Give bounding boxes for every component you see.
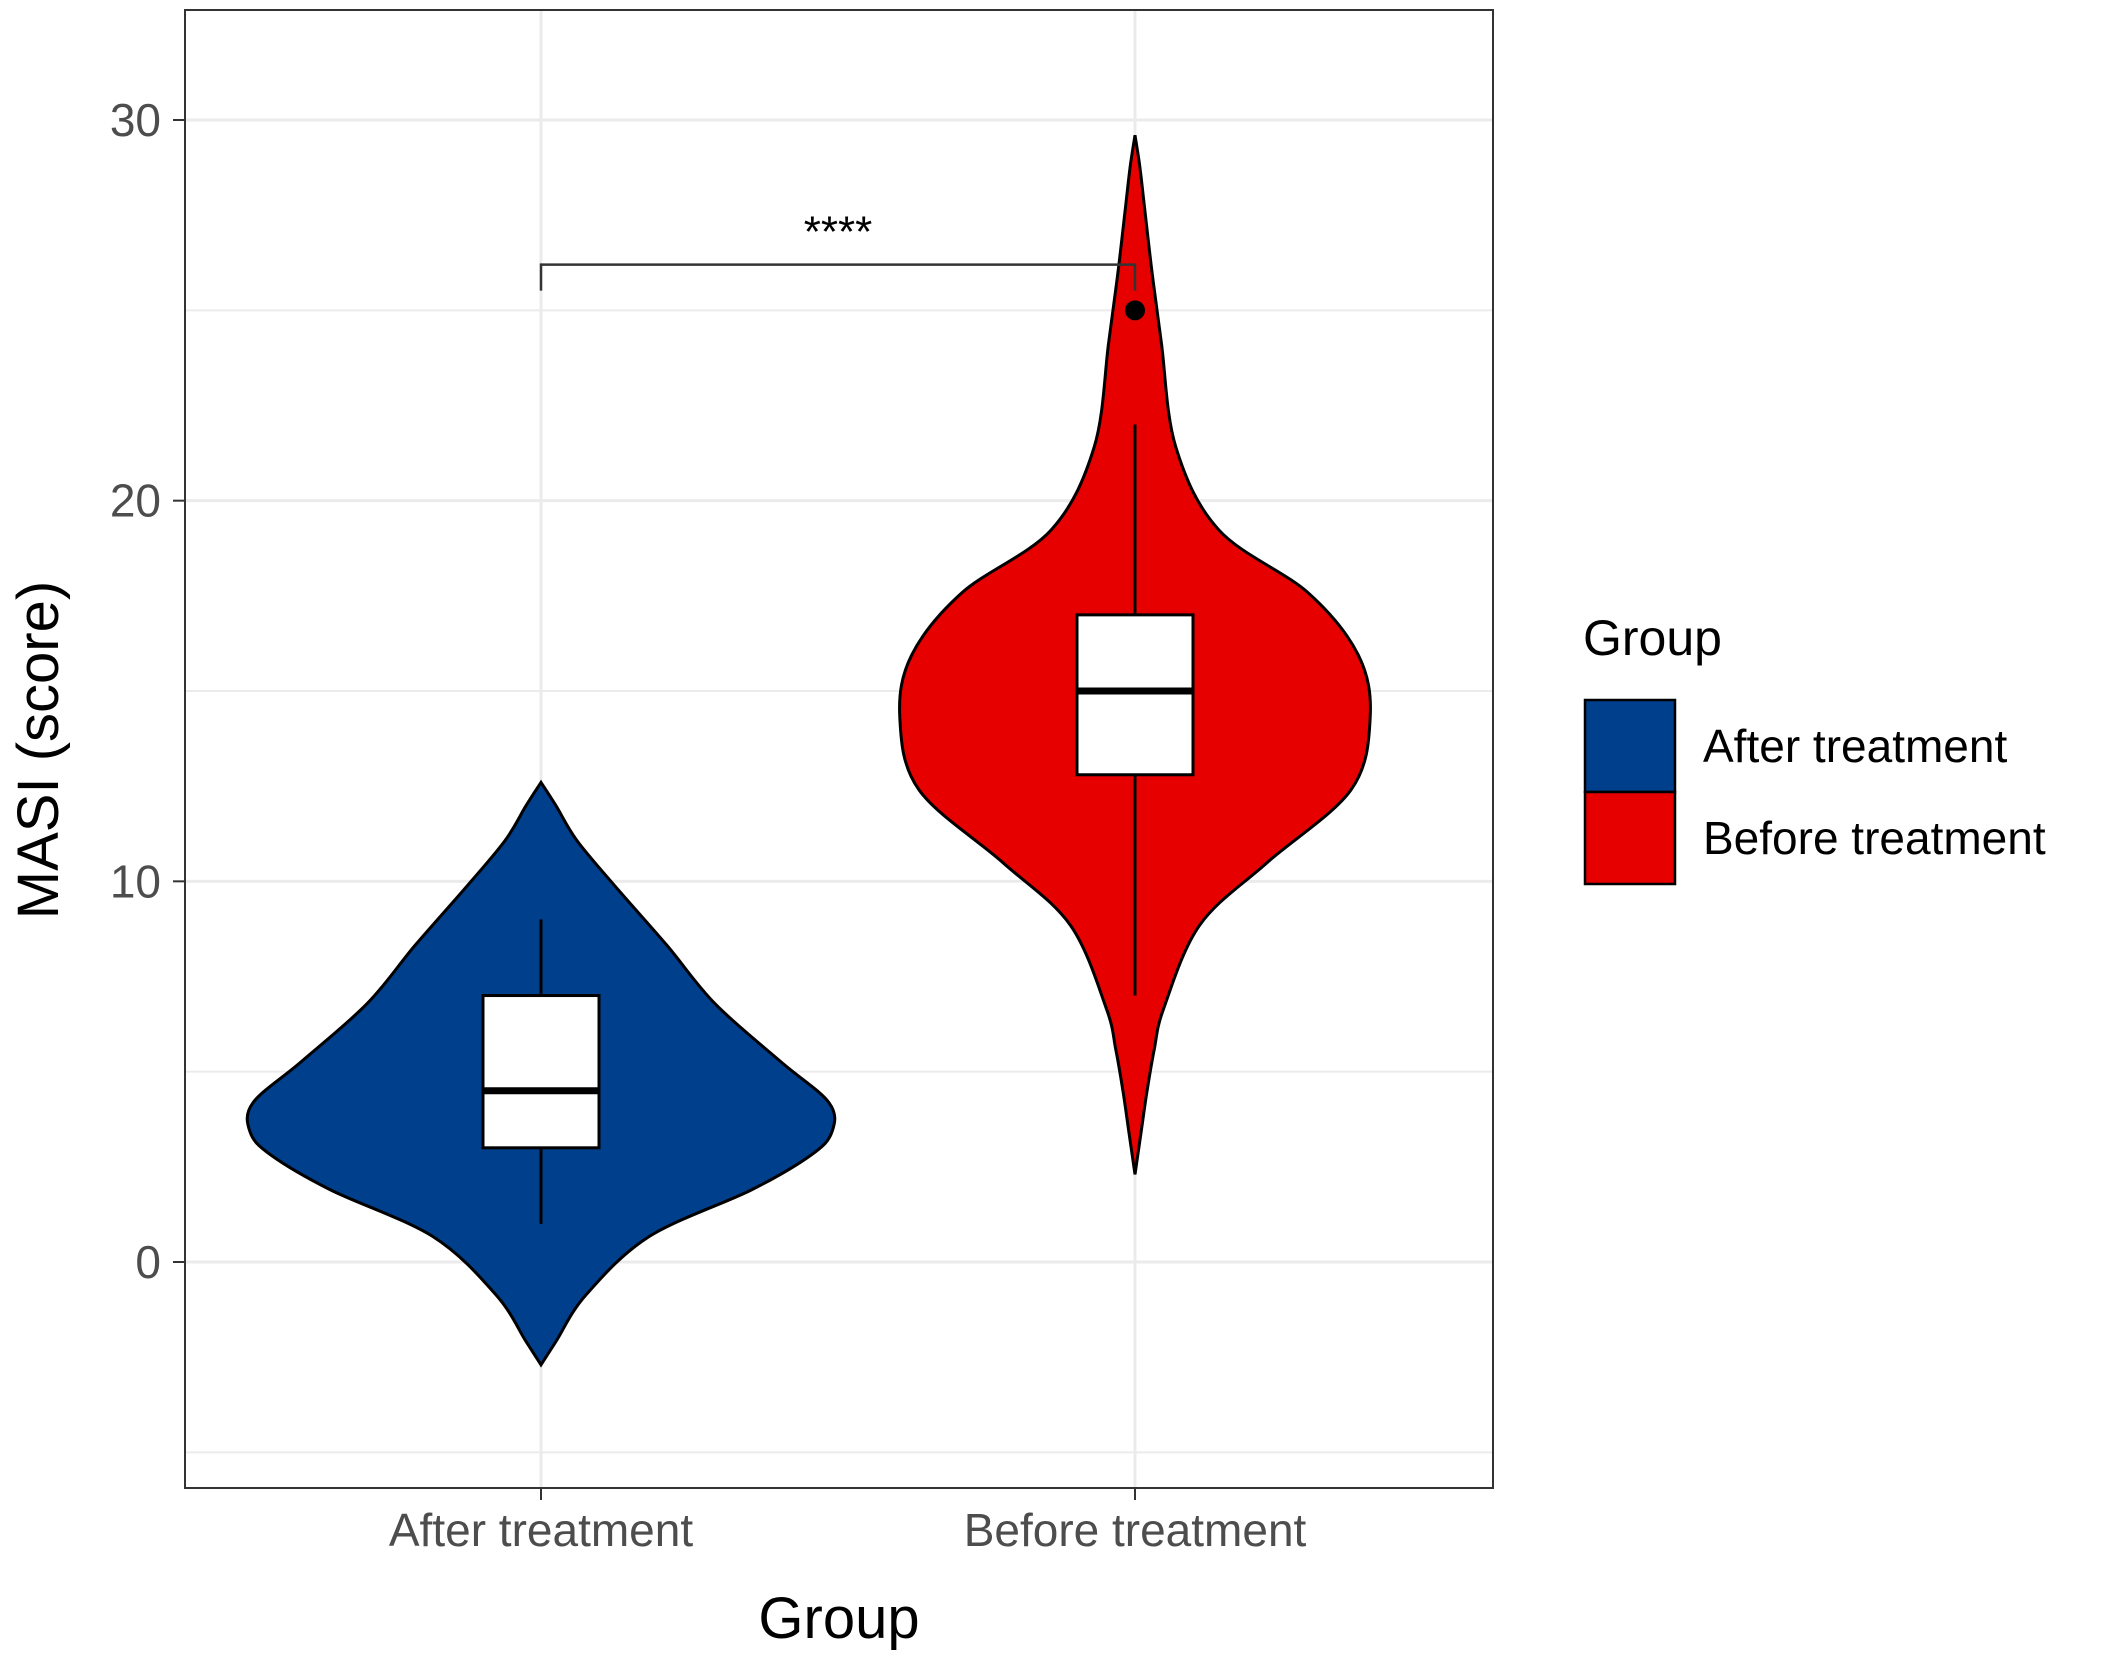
y-tick-label: 20	[110, 475, 161, 527]
box-iqr	[1075, 613, 1195, 777]
x-axis: After treatment Before treatment	[389, 1488, 1307, 1556]
y-tick-label: 30	[110, 94, 161, 146]
x-tick-label: Before treatment	[964, 1504, 1307, 1556]
y-axis-title: MASI (score)	[6, 581, 71, 919]
legend: Group After treatment Before treatment	[1583, 610, 2046, 886]
boxplots	[481, 424, 1195, 1224]
box-iqr	[481, 994, 601, 1150]
y-axis: 0 10 20 30	[110, 94, 185, 1288]
significance-label: ****	[804, 208, 873, 257]
legend-label: Before treatment	[1703, 812, 2046, 864]
panel-border	[184, 9, 1494, 1489]
y-tick-label: 0	[135, 1236, 161, 1288]
significance-bracket	[539, 263, 1137, 291]
legend-key-before-treatment	[1583, 790, 1677, 886]
x-axis-title: Group	[758, 1586, 919, 1651]
significance-annotation: ****	[539, 208, 1137, 291]
y-tick-label: 10	[110, 855, 161, 907]
legend-label: After treatment	[1703, 720, 2007, 772]
outlier-point	[1125, 300, 1145, 321]
legend-title: Group	[1583, 610, 1722, 666]
outliers	[1125, 300, 1145, 321]
violins	[245, 134, 1372, 1368]
x-tick-label: After treatment	[389, 1504, 693, 1556]
legend-key-after-treatment	[1583, 698, 1677, 794]
